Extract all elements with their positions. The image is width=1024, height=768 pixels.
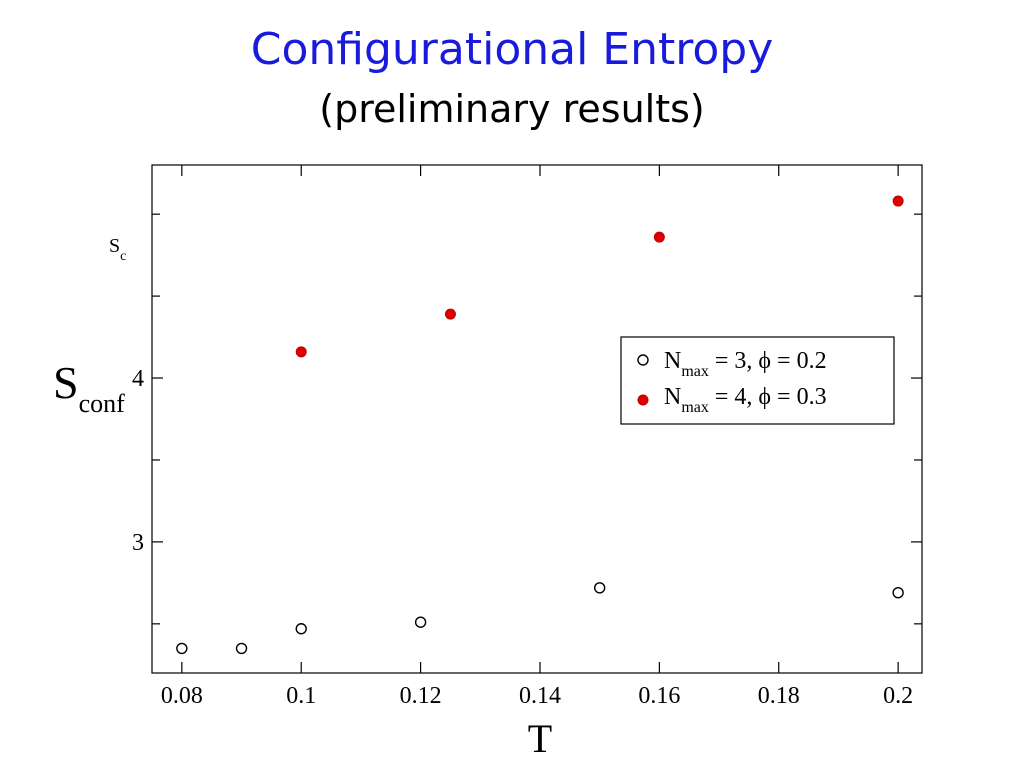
data-point-series-1 bbox=[593, 582, 606, 594]
x-tick-label: 0.2 bbox=[883, 683, 913, 709]
data-point-series-1 bbox=[414, 616, 427, 628]
y-axis-label-alt: Sc bbox=[109, 235, 126, 264]
y-tick-label: 4 bbox=[132, 366, 144, 392]
x-axis-label: T bbox=[528, 716, 552, 761]
legend-label-series-2: Nmax = 4, ϕ = 0.3 bbox=[664, 384, 827, 416]
data-point-series-2 bbox=[892, 195, 904, 207]
x-tick-label: 0.1 bbox=[286, 683, 316, 709]
data-point-series-1 bbox=[295, 623, 307, 635]
x-tick-label: 0.18 bbox=[758, 683, 800, 709]
y-axis-label-main-sub: conf bbox=[79, 389, 126, 418]
slide-title: Configurational Entropy bbox=[250, 24, 774, 75]
y-axis-ticks: 34 bbox=[132, 213, 922, 625]
data-points bbox=[176, 195, 904, 655]
data-point-series-2 bbox=[653, 231, 665, 243]
y-axis-label-main: Sconf bbox=[53, 357, 125, 418]
x-tick-label: 0.16 bbox=[638, 683, 680, 709]
data-point-series-1 bbox=[176, 642, 188, 655]
legend: Nmax = 3, ϕ = 0.2 Nmax = 4, ϕ = 0.3 bbox=[620, 336, 895, 425]
plot-frame bbox=[151, 164, 923, 674]
x-tick-label: 0.12 bbox=[400, 683, 442, 709]
data-point-series-1 bbox=[235, 642, 248, 655]
legend-label-series-1: Nmax = 3, ϕ = 0.2 bbox=[664, 348, 827, 380]
slide-subtitle: (preliminary results) bbox=[319, 87, 705, 131]
y-axis-label-alt-sub: c bbox=[120, 249, 126, 264]
data-point-series-1 bbox=[892, 587, 904, 599]
legend-marker-open bbox=[637, 354, 649, 366]
y-axis-label-alt-main: S bbox=[109, 235, 120, 257]
x-tick-label: 0.14 bbox=[519, 683, 561, 709]
legend-marker-filled bbox=[637, 394, 649, 406]
data-point-series-2 bbox=[444, 308, 456, 320]
y-tick-label: 3 bbox=[132, 530, 144, 556]
y-axis-label-main-main: S bbox=[53, 357, 79, 408]
x-tick-label: 0.08 bbox=[161, 683, 203, 709]
legend-box bbox=[620, 336, 895, 425]
x-axis-ticks: 0.08 0.1 0.12 0.14 0.16 0.18 0.2 bbox=[161, 165, 913, 709]
data-point-series-2 bbox=[295, 346, 307, 358]
